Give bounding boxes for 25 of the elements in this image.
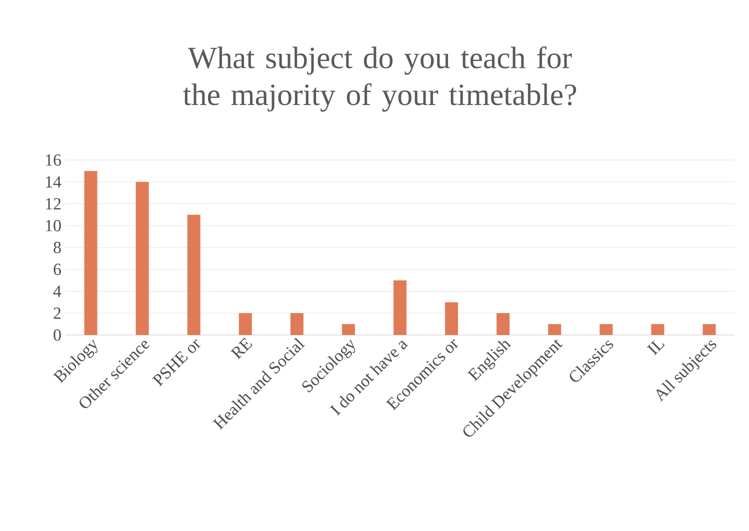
bar bbox=[290, 313, 304, 335]
y-tick-label: 2 bbox=[54, 308, 61, 319]
bar bbox=[548, 324, 562, 335]
bar bbox=[600, 324, 613, 335]
x-tick-label: IL bbox=[646, 340, 665, 356]
bar bbox=[342, 324, 355, 335]
y-tick-label: 12 bbox=[46, 198, 61, 210]
y-tick-label: 8 bbox=[54, 242, 61, 254]
bar bbox=[651, 324, 664, 335]
y-tick-label: 14 bbox=[46, 176, 62, 188]
y-tick-label: 4 bbox=[53, 286, 62, 297]
bar bbox=[238, 313, 252, 335]
y-tick-label: 16 bbox=[46, 154, 61, 166]
bar bbox=[445, 302, 458, 335]
y-tick-label: 10 bbox=[46, 220, 61, 232]
x-tick-label: RE bbox=[230, 338, 253, 360]
bar bbox=[496, 313, 510, 335]
bar bbox=[187, 214, 200, 335]
y-tick-label: 6 bbox=[54, 264, 61, 276]
y-tick-label: 0 bbox=[54, 329, 61, 341]
bar bbox=[84, 170, 98, 335]
bar bbox=[136, 182, 149, 335]
chart-title: What subject do you teach for the majority of your timetable? bbox=[183, 46, 576, 112]
bar bbox=[394, 280, 407, 335]
bar bbox=[702, 324, 716, 335]
